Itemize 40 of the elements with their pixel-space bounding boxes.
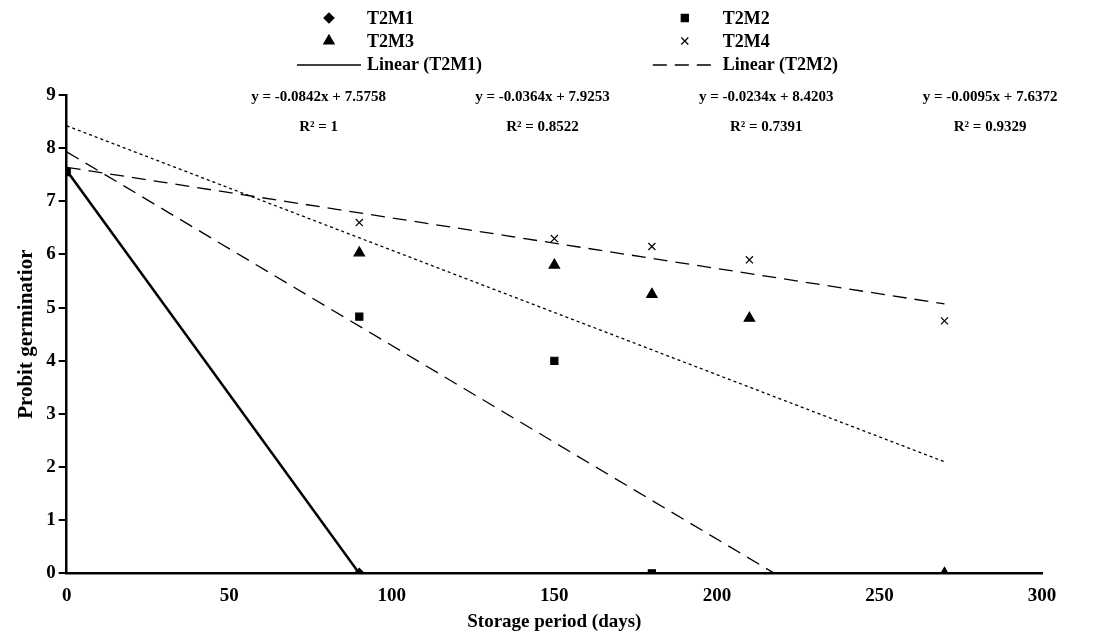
annotation: y = -0.0234x + 8.4203 R² = 0.7391 <box>698 87 834 134</box>
x-tick-label: 200 <box>702 583 732 605</box>
y-axis-title: Probit germinatior <box>13 249 38 419</box>
legend-label: Linear (T2M2) <box>722 53 838 75</box>
y-tick-label: 2 <box>46 455 56 476</box>
legend-label: Linear (T2M1) <box>366 53 483 75</box>
point <box>550 234 559 243</box>
legend-label: T2M2 <box>722 7 770 28</box>
y-tick-label: 6 <box>46 242 56 264</box>
annotation: y = -0.0842x + 7.5758 R² = 1 <box>251 87 386 134</box>
point <box>550 356 559 365</box>
x-tick-label: 250 <box>865 583 894 605</box>
annotation: y = -0.0095x + 7.6372 R² = 0.9329 <box>922 87 1058 134</box>
point <box>647 242 657 251</box>
point <box>743 311 756 322</box>
point <box>355 218 364 227</box>
point <box>548 258 561 269</box>
x-tick-label: 100 <box>377 583 407 605</box>
y-tick-label: 7 <box>46 189 57 211</box>
y-tick-label: 8 <box>46 136 56 158</box>
x-tick-label: 300 <box>1027 583 1057 605</box>
legend-label: T2M1 <box>366 7 414 28</box>
legend-label: T2M3 <box>366 30 414 51</box>
point <box>355 312 364 321</box>
point <box>745 255 754 264</box>
x-tick-label: 0 <box>61 583 72 605</box>
annotation: y = -0.0364x + 7.9253 R² = 0.8522 <box>475 87 610 134</box>
legend-label: T2M4 <box>722 30 770 51</box>
x-tick-label: 50 <box>219 583 239 605</box>
point <box>940 316 949 326</box>
y-tick-label: 0 <box>46 561 56 583</box>
y-tick-label: 4 <box>46 348 57 370</box>
x-axis-title: Storage period (days) <box>467 609 642 632</box>
y-tick-label: 3 <box>46 401 56 423</box>
y-tick-label: 5 <box>46 295 56 317</box>
x-tick-label: 150 <box>540 583 569 605</box>
point <box>353 246 366 257</box>
point <box>646 287 658 298</box>
y-tick-label: 9 <box>46 82 56 104</box>
y-tick-label: 1 <box>46 508 56 530</box>
